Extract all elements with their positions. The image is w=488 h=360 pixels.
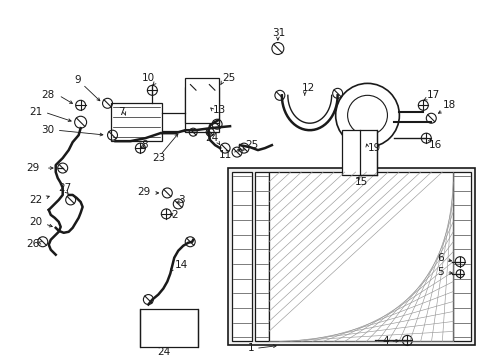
Text: 27: 27	[59, 183, 72, 193]
Text: 30: 30	[41, 125, 54, 135]
Text: 25: 25	[244, 140, 258, 150]
Text: 8: 8	[142, 140, 148, 150]
Text: 2: 2	[171, 210, 178, 220]
Text: 5: 5	[437, 267, 443, 276]
Bar	[341, 130, 377, 175]
Text: 19: 19	[367, 143, 380, 153]
Text: 18: 18	[442, 100, 455, 110]
Bar	[268, 172, 452, 341]
Bar	[452, 172, 470, 341]
Text: 9: 9	[74, 75, 81, 85]
Text: 1: 1	[247, 343, 254, 354]
Text: 14: 14	[175, 260, 188, 270]
Bar	[227, 168, 474, 345]
Text: 21: 21	[29, 107, 42, 117]
Bar	[110, 103, 162, 141]
Text: 26: 26	[26, 239, 39, 249]
Text: 25: 25	[222, 73, 235, 84]
Text: 7: 7	[118, 107, 125, 117]
Bar	[232, 172, 251, 341]
Bar	[185, 87, 219, 132]
Text: 20: 20	[29, 217, 42, 227]
Text: 6: 6	[437, 253, 443, 263]
Text: 12: 12	[301, 84, 314, 93]
Text: 15: 15	[354, 177, 367, 187]
Text: 17: 17	[427, 90, 440, 100]
Text: 29: 29	[137, 187, 150, 197]
Bar	[140, 310, 198, 347]
Text: 22: 22	[29, 195, 42, 205]
Text: 16: 16	[428, 140, 442, 150]
Text: 24: 24	[157, 347, 171, 357]
Bar	[254, 172, 268, 341]
Text: 31: 31	[271, 28, 285, 37]
Text: 28: 28	[41, 90, 54, 100]
Text: 13: 13	[213, 105, 226, 115]
Text: 3: 3	[178, 195, 185, 205]
Text: 4: 4	[382, 336, 388, 346]
Text: 11: 11	[218, 150, 232, 160]
Text: 10: 10	[142, 73, 155, 84]
Text: 23: 23	[152, 153, 165, 163]
Text: 29: 29	[26, 163, 39, 173]
Bar	[185, 78, 219, 123]
Text: 24: 24	[204, 133, 218, 143]
